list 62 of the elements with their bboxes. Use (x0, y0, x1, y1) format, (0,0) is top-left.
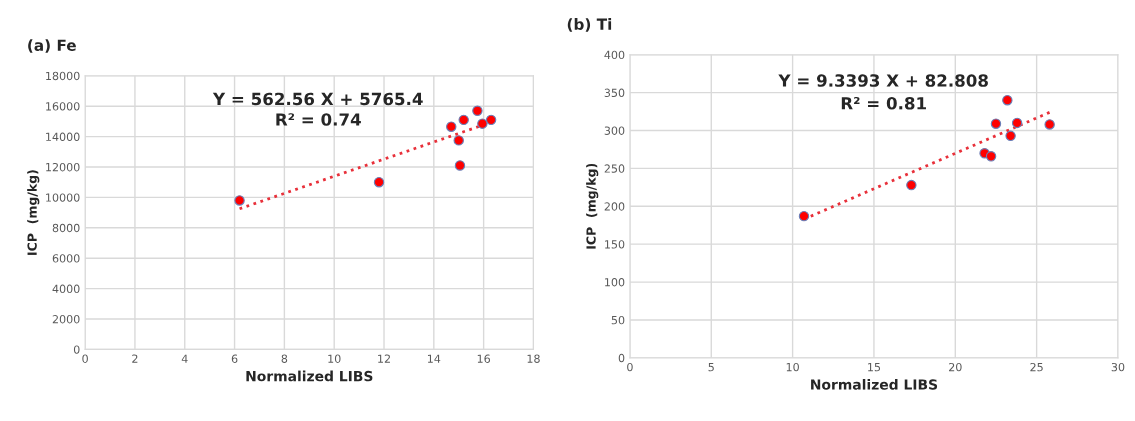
x-tick-label: 15 (868, 363, 881, 372)
annotation: R² = 0.81 (841, 96, 926, 110)
x-axis-title: Normalized LIBS (246, 370, 373, 382)
point (985, 151, 997, 162)
y-tick-label: 12000 (46, 162, 80, 172)
point (1044, 119, 1055, 130)
point (477, 118, 488, 129)
point (446, 121, 457, 132)
x-tick-label: 10 (328, 354, 341, 363)
y-tick-label: 2000 (52, 315, 80, 324)
y-axis-title: ICP (mg/kg) (27, 170, 40, 255)
x-tick-label: 0 (627, 362, 633, 372)
point (798, 210, 810, 222)
x-tick-label: 16 (477, 354, 491, 363)
y-tick-label: 300 (604, 126, 625, 135)
x-tick-label: 18 (527, 354, 540, 363)
x-tick-label: 0 (82, 354, 88, 363)
annotation: R² = 0.74 (276, 113, 361, 126)
x-tick-label: 4 (181, 354, 188, 363)
point (453, 135, 464, 146)
x-tick-label: 25 (1030, 362, 1043, 372)
point (472, 105, 483, 116)
y-tick-label: 0 (73, 345, 80, 354)
y-tick-label: 50 (611, 315, 625, 325)
x-tick-label: 12 (378, 354, 390, 363)
y-tick-label: 18000 (46, 71, 80, 81)
point (1002, 94, 1013, 106)
annotation: Y = 562.56 X + 5765.4 (212, 92, 423, 106)
point (458, 114, 469, 126)
chart-title: (b) Ti (567, 18, 612, 32)
y-tick-label: 6000 (52, 254, 80, 263)
y-tick-label: 4000 (52, 284, 80, 293)
x-tick-label: 10 (786, 362, 799, 372)
point (485, 114, 497, 126)
point (234, 195, 245, 206)
annotation: Y = 9.3393 X + 82.808 (778, 74, 988, 87)
y-tick-label: 200 (604, 202, 625, 211)
x-axis-title: Normalized LIBS (811, 379, 938, 390)
y-axis-title: ICP (mg/kg) (586, 163, 599, 249)
y-tick-label: 100 (605, 278, 625, 287)
point (1005, 130, 1016, 142)
point (1011, 117, 1023, 129)
x-tick-label: 8 (281, 354, 288, 363)
point (454, 160, 466, 171)
chart-title: (a) Fe (28, 39, 76, 53)
x-tick-label: 30 (1111, 362, 1125, 372)
x-tick-label: 6 (231, 354, 238, 363)
point (906, 179, 917, 191)
y-tick-label: 8000 (52, 223, 80, 233)
y-tick-label: 350 (604, 88, 625, 97)
y-tick-label: 16000 (46, 102, 80, 111)
x-tick-label: 2 (132, 354, 138, 363)
x-tick-label: 14 (427, 354, 441, 363)
point (373, 176, 385, 188)
y-tick-label: 10000 (46, 193, 80, 202)
y-tick-label: 400 (604, 50, 625, 60)
y-tick-label: 150 (605, 240, 625, 249)
point (990, 118, 1002, 129)
x-tick-label: 5 (708, 363, 714, 372)
x-tick-label: 20 (949, 362, 962, 372)
y-tick-label: 250 (604, 164, 625, 173)
y-tick-label: 14000 (46, 132, 80, 141)
